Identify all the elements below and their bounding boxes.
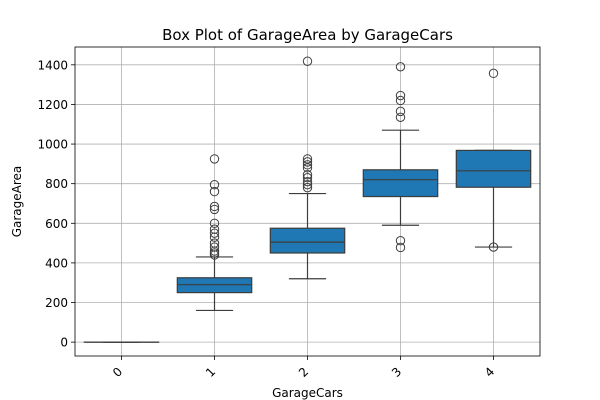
outlier-point (302, 154, 313, 164)
x-axis-ticks: 0 1 2 3 4 (110, 356, 497, 380)
outlier-point (302, 56, 313, 66)
outlier-point (395, 95, 406, 106)
outlier-point (395, 112, 406, 123)
outlier-point (302, 157, 313, 167)
y-axis-label: GarageArea (10, 166, 24, 238)
box-iqr (455, 149, 532, 188)
y-tick-label: 0 (60, 336, 68, 350)
outlier-point (209, 204, 220, 215)
outlier-point (209, 224, 220, 234)
box-iqr (362, 169, 439, 198)
outlier-point (395, 106, 406, 117)
y-tick-label: 1000 (37, 138, 68, 152)
outlier-point (395, 242, 406, 253)
y-tick-label: 1400 (37, 58, 68, 72)
outlier-point (209, 228, 220, 238)
outlier-point (209, 201, 220, 212)
x-tick-label: 1 (203, 365, 218, 380)
box-group-3 (362, 62, 439, 253)
y-tick-label: 600 (45, 217, 68, 231)
y-axis-ticks: 0 200 400 600 800 1000 1200 1400 (37, 58, 75, 350)
y-tick-label: 400 (45, 256, 68, 270)
outlier-point (302, 176, 313, 187)
box-group-2 (269, 56, 346, 280)
x-tick-label: 2 (296, 365, 311, 380)
y-tick-label: 1200 (37, 98, 68, 112)
outlier-point (209, 238, 220, 248)
outlier-point (209, 218, 220, 228)
boxes (83, 56, 532, 343)
outlier-point (302, 170, 313, 180)
x-tick-label: 0 (110, 365, 125, 380)
outlier-point (302, 160, 313, 170)
box-iqr (269, 227, 346, 254)
y-tick-label: 800 (45, 177, 68, 191)
outlier-point (302, 163, 313, 173)
outlier-point (209, 186, 220, 197)
outlier-point (302, 173, 313, 183)
x-tick-label: 4 (482, 365, 497, 380)
outlier-point (209, 154, 220, 164)
outlier-point (395, 62, 406, 72)
outlier-point (302, 179, 313, 190)
outlier-point (395, 90, 406, 101)
chart-title: Box Plot of GarageArea by GarageCars (162, 26, 453, 44)
x-tick-label: 3 (389, 365, 404, 380)
outlier-point (302, 182, 313, 193)
outlier-point (209, 179, 220, 190)
box-group-4 (455, 68, 532, 252)
outlier-point (488, 242, 499, 252)
outlier-point (488, 68, 499, 79)
x-axis-label: GarageCars (272, 386, 343, 400)
y-tick-label: 200 (45, 296, 68, 310)
box-group-1 (176, 154, 253, 312)
outlier-point (395, 236, 406, 246)
outlier-point (209, 242, 220, 252)
